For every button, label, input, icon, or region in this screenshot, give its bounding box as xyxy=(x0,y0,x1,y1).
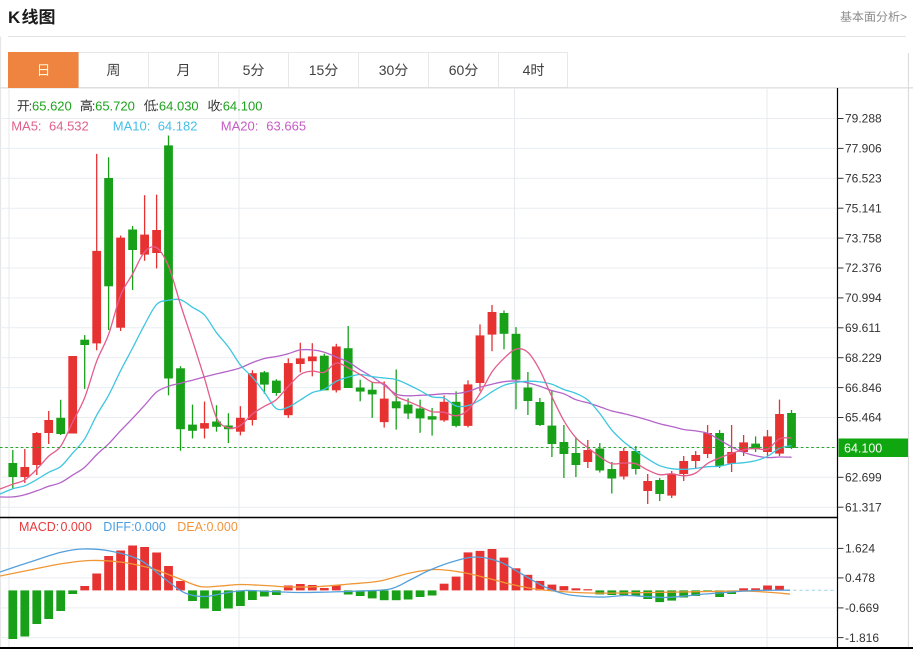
svg-text:64.100: 64.100 xyxy=(223,98,263,113)
svg-text::: : xyxy=(219,98,223,113)
svg-text:77.906: 77.906 xyxy=(845,142,882,156)
svg-text::: : xyxy=(29,98,33,113)
svg-text:64.532: 64.532 xyxy=(49,118,89,133)
svg-text:64.182: 64.182 xyxy=(158,118,198,133)
svg-text:64.100: 64.100 xyxy=(844,442,882,456)
svg-text:0.000: 0.000 xyxy=(135,520,166,534)
svg-text:0.000: 0.000 xyxy=(61,520,92,534)
svg-text:69.611: 69.611 xyxy=(845,321,881,335)
svg-text:60: 60 xyxy=(449,62,465,78)
svg-text:-1.816: -1.816 xyxy=(845,631,879,645)
svg-text:65.620: 65.620 xyxy=(32,98,72,113)
svg-text::: : xyxy=(92,98,96,113)
svg-text:66.846: 66.846 xyxy=(845,381,882,395)
svg-text:4: 4 xyxy=(523,62,531,78)
svg-text:65.720: 65.720 xyxy=(95,98,135,113)
svg-text:63.665: 63.665 xyxy=(266,118,306,133)
svg-text:MA20:: MA20: xyxy=(221,118,259,133)
svg-text:68.229: 68.229 xyxy=(845,351,882,365)
svg-text:MA5:: MA5: xyxy=(11,118,41,133)
svg-text:K: K xyxy=(8,8,21,27)
svg-text:DIFF:: DIFF: xyxy=(103,520,134,534)
svg-text:73.758: 73.758 xyxy=(845,231,882,245)
svg-text::: : xyxy=(156,98,160,113)
svg-text:76.523: 76.523 xyxy=(845,172,882,186)
svg-text:0.478: 0.478 xyxy=(845,571,875,585)
svg-text:DEA:: DEA: xyxy=(177,520,206,534)
svg-text:79.288: 79.288 xyxy=(845,112,882,126)
svg-text:0.000: 0.000 xyxy=(207,520,238,534)
svg-text:1.624: 1.624 xyxy=(845,542,875,556)
svg-text:MACD:: MACD: xyxy=(19,520,59,534)
svg-text:5: 5 xyxy=(243,62,251,78)
svg-text:72.376: 72.376 xyxy=(845,261,882,275)
svg-text:15: 15 xyxy=(309,62,325,78)
svg-text:30: 30 xyxy=(379,62,395,78)
svg-text:MA10:: MA10: xyxy=(113,118,151,133)
svg-text:70.994: 70.994 xyxy=(845,291,882,305)
svg-text:62.699: 62.699 xyxy=(845,471,882,485)
svg-text:64.030: 64.030 xyxy=(159,98,199,113)
svg-text:>: > xyxy=(900,10,907,24)
svg-text:65.464: 65.464 xyxy=(845,411,882,425)
svg-text:61.317: 61.317 xyxy=(845,500,882,514)
svg-text:-0.669: -0.669 xyxy=(845,601,879,615)
svg-text:75.141: 75.141 xyxy=(845,201,882,215)
